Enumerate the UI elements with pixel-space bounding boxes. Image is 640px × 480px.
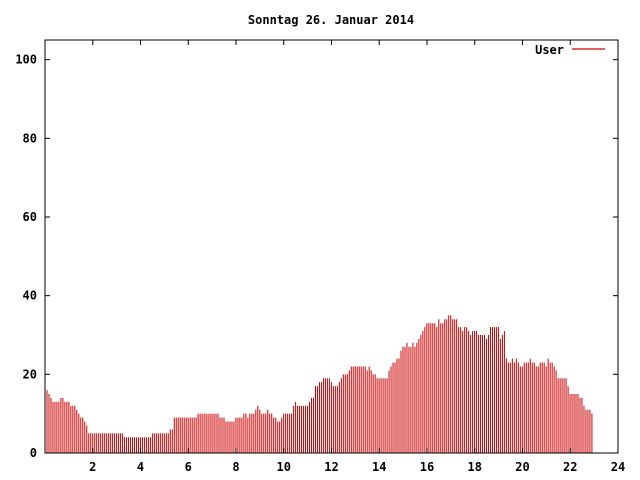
legend: User (535, 43, 605, 57)
legend-label-user: User (535, 43, 564, 57)
y-tick-label: 80 (23, 131, 37, 145)
x-tick-label: 14 (372, 460, 386, 474)
x-tick-label: 16 (420, 460, 434, 474)
bar-series-user (44, 315, 593, 453)
chart-title: Sonntag 26. Januar 2014 (248, 13, 414, 27)
y-tick-label: 60 (23, 210, 37, 224)
y-tick-label: 40 (23, 289, 37, 303)
y-tick-label: 0 (30, 446, 37, 460)
x-tick-label: 6 (185, 460, 192, 474)
y-axis: 0 20 40 60 80 100 (15, 53, 618, 460)
x-tick-label: 4 (137, 460, 144, 474)
x-tick-label: 10 (277, 460, 291, 474)
y-tick-label: 20 (23, 367, 37, 381)
x-tick-label: 12 (324, 460, 338, 474)
x-tick-label: 18 (468, 460, 482, 474)
x-axis: 2 4 6 8 10 12 14 16 18 20 22 24 (89, 40, 625, 474)
x-tick-label: 22 (563, 460, 577, 474)
y-tick-label: 100 (15, 53, 37, 67)
x-tick-label: 8 (232, 460, 239, 474)
x-tick-label: 24 (611, 460, 625, 474)
x-tick-label: 2 (89, 460, 96, 474)
x-tick-label: 20 (515, 460, 529, 474)
